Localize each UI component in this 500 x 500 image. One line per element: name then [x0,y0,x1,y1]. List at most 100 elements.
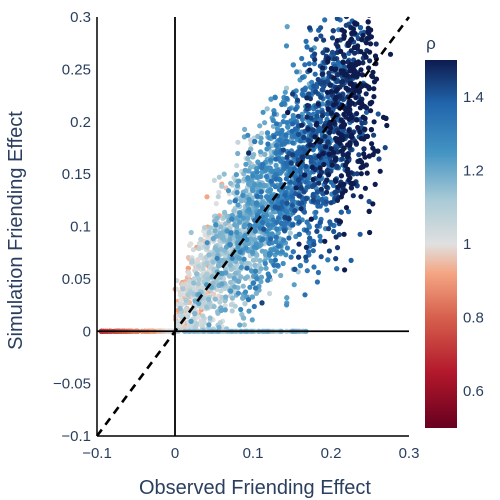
scatter-point [346,104,352,110]
scatter-point [241,256,247,262]
scatter-point [212,296,218,302]
scatter-point [235,290,241,296]
scatter-point [186,270,192,276]
scatter-point [329,162,335,168]
scatter-point [292,208,298,214]
scatter-point [284,302,290,308]
scatter-point [303,163,309,169]
scatter-point [260,109,266,115]
scatter-point [335,3,340,8]
scatter-point [227,199,233,205]
scatter-point [284,245,290,251]
scatter-point [366,0,371,5]
scatter-point [341,29,347,35]
scatter-point [364,170,370,176]
scatter-point [216,263,222,269]
scatter-point [295,157,301,163]
scatter-point [302,292,308,298]
scatter-point [263,165,269,171]
scatter-point [275,262,281,268]
scatter-point [253,200,260,206]
scatter-point [297,263,303,269]
scatter-point [282,192,288,198]
scatter-point [276,243,282,249]
scatter-point [242,222,248,228]
scatter-point [246,150,252,156]
scatter-point [351,9,356,14]
scatter-point [352,3,357,8]
scatter-point [246,181,252,187]
scatter-point [361,146,367,152]
scatter-point [266,135,272,141]
scatter-point [324,47,330,53]
scatter-point [343,108,349,114]
scatter-point [354,21,360,27]
scatter-point [360,9,365,14]
scatter-point [348,61,354,67]
scatter-point [366,0,371,5]
scatter-point [268,157,274,163]
scatter-point [210,235,216,242]
scatter-point [195,263,202,269]
scatter-point [322,238,328,244]
scatter-point [358,49,364,55]
scatter-point [204,304,210,310]
scatter-point [305,249,312,255]
scatter-point [343,205,350,211]
scatter-point [303,196,309,202]
scatter-point [260,161,266,167]
scatter-point [358,84,364,90]
scatter-point [334,266,340,272]
scatter-point [290,222,296,228]
scatter-point [287,179,293,185]
scatter-point [284,95,290,102]
scatter-point [341,52,347,58]
scatter-point [334,17,340,22]
scatter-point [233,172,239,178]
scatter-point [307,67,313,73]
scatter-point [314,189,320,195]
scatter-point [304,95,310,101]
scatter-point [213,201,219,207]
scatter-point [261,226,267,232]
scatter-point [293,106,299,112]
scatter-point [339,190,345,196]
scatter-point [234,183,241,189]
scatter-point [316,180,322,186]
scatter-point [204,245,210,251]
scatter-point [246,196,252,203]
scatter-point [334,163,340,169]
scatter-point [321,83,327,90]
scatter-point [345,9,350,14]
scatter-point [250,154,256,160]
scatter-point [325,59,331,65]
scatter-point [317,219,323,225]
scatter-point [363,109,370,115]
scatter-point [335,43,341,49]
scatter-point [211,177,217,183]
scatter-point [279,199,285,205]
x-axis-title: Observed Friending Effect [139,477,371,499]
scatter-point [223,294,229,300]
scatter-point [263,173,270,180]
scatter-point [206,229,212,235]
scatter-point [227,262,233,268]
scatter-point [332,56,338,62]
scatter-point [210,251,216,257]
scatter-point [200,299,206,305]
scatter-point [294,97,301,103]
scatter-point [266,250,273,256]
scatter-point [257,182,263,188]
scatter-point [236,178,242,184]
scatter-point [383,115,389,121]
scatter-point [242,167,248,173]
scatter-point [245,215,251,221]
scatter-point [262,120,268,126]
scatter-point [268,258,274,264]
scatter-point [384,122,390,129]
scatter-point [283,160,289,166]
scatter-point [356,99,362,106]
scatter-point [334,245,341,251]
scatter-point [360,163,367,169]
scatter-point [322,133,328,139]
